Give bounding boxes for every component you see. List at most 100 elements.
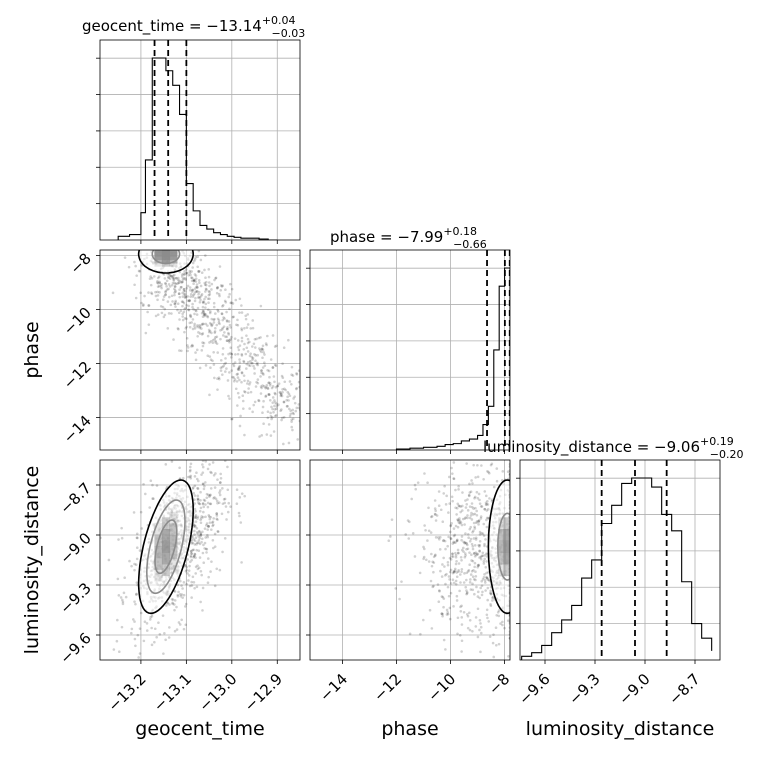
sample-point bbox=[477, 543, 480, 547]
sample-point bbox=[226, 327, 229, 331]
sample-point bbox=[259, 375, 262, 378]
sample-point bbox=[203, 541, 207, 545]
sample-point bbox=[478, 628, 481, 632]
sample-point bbox=[468, 505, 472, 508]
sample-point bbox=[206, 505, 210, 509]
sample-point bbox=[200, 327, 203, 330]
sample-point bbox=[181, 304, 184, 308]
sample-point bbox=[219, 337, 222, 341]
sample-point bbox=[256, 353, 260, 357]
sample-point bbox=[180, 300, 184, 303]
sample-point bbox=[198, 366, 202, 370]
sample-point bbox=[185, 568, 189, 572]
panel-frame bbox=[99, 459, 301, 661]
sample-point bbox=[237, 366, 241, 370]
sample-point bbox=[177, 327, 180, 331]
sample-point bbox=[287, 338, 290, 342]
sample-point bbox=[230, 352, 234, 356]
sample-point bbox=[237, 348, 241, 352]
sample-point bbox=[147, 304, 150, 307]
sample-point bbox=[193, 299, 197, 303]
sample-point bbox=[212, 473, 216, 477]
sample-point bbox=[135, 546, 139, 550]
sample-point bbox=[416, 481, 420, 484]
sample-point bbox=[207, 493, 210, 497]
sample-point bbox=[174, 276, 178, 280]
sample-point bbox=[167, 295, 171, 299]
sample-point bbox=[261, 372, 265, 375]
sample-point bbox=[253, 337, 257, 341]
sample-point bbox=[249, 352, 252, 355]
sample-point bbox=[141, 304, 145, 307]
sample-point bbox=[451, 552, 454, 556]
sample-point bbox=[195, 471, 198, 475]
sample-point bbox=[209, 366, 212, 370]
sample-point bbox=[487, 472, 491, 475]
sample-point bbox=[154, 314, 158, 318]
sample-point bbox=[206, 581, 210, 585]
sample-point bbox=[473, 495, 477, 499]
sample-point bbox=[212, 517, 215, 520]
sample-point bbox=[462, 610, 466, 614]
sample-point bbox=[121, 602, 125, 606]
sample-point bbox=[197, 290, 201, 294]
sample-point bbox=[471, 588, 475, 592]
sample-point bbox=[215, 323, 219, 327]
sample-point bbox=[295, 386, 298, 390]
sample-point bbox=[190, 542, 194, 545]
sample-point bbox=[196, 296, 200, 299]
sample-point bbox=[431, 560, 435, 564]
sample-point bbox=[213, 330, 217, 333]
sample-point bbox=[454, 579, 458, 583]
sample-point bbox=[204, 283, 208, 287]
sample-point bbox=[464, 499, 467, 502]
sample-point bbox=[201, 322, 204, 326]
sample-point bbox=[422, 555, 426, 559]
sample-point bbox=[196, 306, 200, 310]
sample-point bbox=[173, 608, 176, 612]
sample-point bbox=[488, 635, 492, 638]
sample-point bbox=[212, 321, 216, 324]
sample-point bbox=[460, 604, 463, 608]
sample-point bbox=[271, 366, 275, 369]
sample-point bbox=[138, 627, 142, 630]
sample-point bbox=[468, 628, 472, 632]
sample-point bbox=[234, 353, 237, 356]
sample-point bbox=[472, 529, 475, 533]
sample-point bbox=[474, 625, 478, 628]
sample-point bbox=[262, 385, 266, 388]
sample-point bbox=[214, 339, 217, 343]
sample-point bbox=[478, 539, 482, 543]
sample-point bbox=[497, 614, 501, 618]
sample-point bbox=[199, 532, 202, 536]
sample-point bbox=[217, 292, 221, 296]
sample-point bbox=[227, 331, 230, 335]
sample-point bbox=[172, 279, 176, 282]
sample-point bbox=[433, 507, 437, 510]
sample-point bbox=[424, 529, 427, 532]
sample-point bbox=[431, 585, 435, 589]
sample-point bbox=[467, 493, 471, 497]
sample-point bbox=[203, 313, 206, 316]
sample-point bbox=[178, 466, 181, 470]
sample-point bbox=[193, 257, 197, 261]
sample-point bbox=[281, 416, 284, 420]
sample-point bbox=[450, 522, 453, 525]
sample-point bbox=[489, 592, 493, 596]
sample-point bbox=[143, 294, 146, 298]
sample-point bbox=[194, 309, 198, 313]
panel-frame bbox=[309, 459, 511, 661]
sample-point bbox=[164, 289, 168, 293]
sample-point bbox=[245, 367, 248, 370]
sample-point bbox=[117, 594, 121, 597]
sample-point bbox=[400, 580, 403, 583]
sample-point bbox=[218, 491, 221, 494]
sample-point bbox=[429, 515, 433, 519]
sample-point bbox=[230, 356, 233, 359]
sample-point bbox=[476, 563, 480, 567]
sample-point bbox=[188, 465, 192, 469]
sample-point bbox=[464, 506, 468, 509]
sample-point bbox=[186, 558, 190, 561]
sample-point bbox=[196, 285, 199, 289]
sample-point bbox=[200, 271, 204, 275]
